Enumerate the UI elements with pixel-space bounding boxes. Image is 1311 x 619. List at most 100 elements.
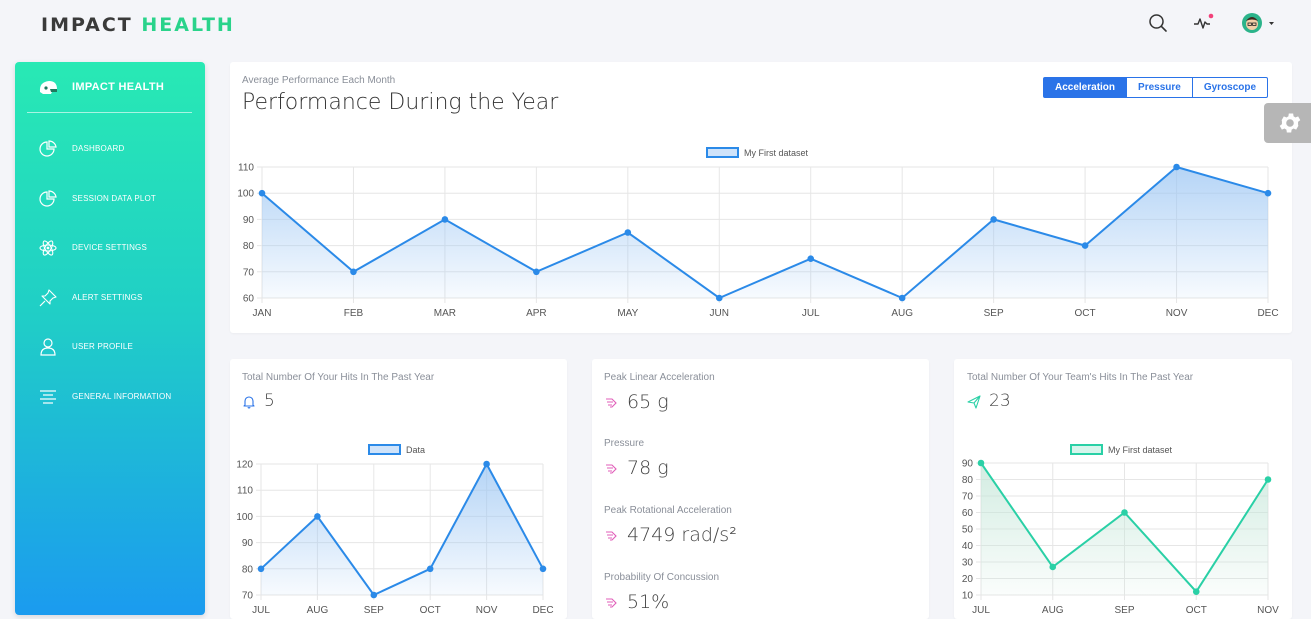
data-point	[807, 255, 815, 262]
sidebar-item-alert-settings[interactable]: ALERT SETTINGS	[15, 283, 205, 313]
data-point	[1121, 509, 1128, 516]
chart-legend[interactable]: My First dataset	[706, 147, 808, 158]
top-bar: IMPACT HEALTH	[0, 0, 1311, 50]
hits-label: Total Number Of Your Hits In The Past Ye…	[242, 372, 435, 383]
sidebar-item-label: ALERT SETTINGS	[72, 293, 143, 302]
y-tick-label: 100	[236, 512, 253, 523]
search-icon[interactable]	[1147, 12, 1169, 34]
series-area	[261, 464, 543, 595]
sidebar-item-device-settings[interactable]: DEVICE SETTINGS	[15, 233, 205, 263]
x-tick-label: JAN	[253, 308, 272, 319]
series-area	[981, 463, 1268, 595]
data-point	[539, 565, 547, 573]
sidebar-item-session-data-plot[interactable]: SESSION DATA PLOT	[15, 184, 205, 214]
user-avatar-menu[interactable]	[1240, 12, 1276, 34]
x-tick-label: OCT	[420, 605, 441, 616]
y-tick-label: 90	[243, 215, 255, 226]
pie-chart-icon	[39, 190, 57, 207]
peak-rotational-value: 4749 rad/s²	[627, 524, 737, 546]
pressure-label: Pressure	[604, 438, 645, 449]
x-tick-label: OCT	[1186, 605, 1207, 616]
x-tick-label: SEP	[984, 308, 1004, 319]
chart-legend[interactable]: My First dataset	[1070, 444, 1172, 455]
brand-part-2: HEALTH	[141, 14, 235, 36]
y-tick-label: 40	[962, 541, 974, 552]
sidebar-header[interactable]: IMPACT HEALTH	[15, 62, 205, 114]
y-tick-label: 80	[962, 475, 974, 486]
sidebar-item-general-information[interactable]: GENERAL INFORMATION	[15, 382, 205, 412]
chart-legend[interactable]: Data	[368, 444, 425, 455]
x-tick-label: NOV	[1166, 308, 1188, 319]
brand-logo[interactable]: IMPACT HEALTH	[41, 14, 235, 36]
y-tick-label: 100	[237, 189, 254, 200]
x-tick-label: NOV	[1257, 605, 1279, 616]
helmet-logo-icon	[39, 81, 57, 94]
x-tick-label: APR	[526, 308, 547, 319]
y-tick-label: 110	[238, 163, 254, 174]
series-line	[261, 165, 1269, 300]
performance-title: Performance During the Year	[242, 90, 559, 115]
data-point	[257, 565, 265, 573]
x-tick-label: MAR	[434, 308, 456, 319]
sidebar-item-dashboard[interactable]: DASHBOARD	[15, 134, 205, 164]
legend-label: My First dataset	[1108, 444, 1173, 455]
data-point	[898, 294, 906, 302]
x-tick-label: FEB	[344, 308, 364, 319]
performance-line-chart: 60 70 80 90 100 110 JAN FEB MAR APR MAY JUN JUL AUG SE…	[237, 163, 1278, 320]
x-tick-label: JUL	[252, 605, 270, 616]
y-tick-label: 10	[962, 591, 974, 602]
speed-icon	[606, 464, 617, 474]
data-point	[258, 189, 266, 197]
concussion-label: Probability Of Concussion	[604, 572, 720, 583]
y-tick-label: 50	[962, 525, 974, 536]
legend-swatch	[706, 147, 739, 158]
pie-chart-icon	[39, 140, 57, 157]
y-tick-label: 80	[242, 564, 254, 575]
y-tick-label: 90	[962, 459, 974, 470]
peak-linear-label: Peak Linear Acceleration	[604, 372, 715, 383]
y-tick-label: 90	[242, 538, 254, 549]
data-point	[533, 268, 540, 276]
speed-icon	[606, 531, 617, 541]
settings-button[interactable]	[1264, 103, 1311, 143]
team-hits-line-chart: 10 20 30 40 50 60 70 80 90 JUL AUG SEP OCT NOV	[962, 459, 1279, 617]
speed-icon	[606, 598, 617, 608]
sidebar-item-label: GENERAL INFORMATION	[72, 392, 172, 401]
y-tick-label: 70	[243, 267, 255, 278]
series-line	[260, 461, 544, 597]
data-point	[990, 216, 997, 223]
x-tick-label: SEP	[364, 605, 384, 616]
data-point	[1264, 189, 1272, 197]
brand-part-1: IMPACT	[41, 14, 133, 36]
legend-label: Data	[406, 444, 426, 455]
team-hits-value: 23	[989, 391, 1011, 411]
send-icon	[967, 395, 981, 409]
data-point	[350, 268, 357, 276]
x-tick-label: NOV	[476, 605, 498, 616]
tab-pressure[interactable]: Pressure	[1126, 77, 1193, 98]
team-hits-card: Total Number Of Your Team's Hits In The …	[954, 359, 1292, 619]
legend-swatch	[1070, 444, 1103, 455]
series-area	[262, 167, 1268, 298]
data-point	[1192, 588, 1200, 595]
tab-gyroscope[interactable]: Gyroscope	[1191, 77, 1269, 98]
x-tick-label: JUL	[802, 308, 820, 319]
performance-subtitle: Average Performance Each Month	[242, 75, 396, 86]
metric-tabs: Acceleration Pressure Gyroscope	[1043, 77, 1269, 98]
data-point	[624, 229, 632, 236]
bell-icon	[243, 396, 255, 409]
user-icon	[40, 338, 56, 356]
notification-dot	[1208, 13, 1214, 19]
data-point	[715, 294, 723, 302]
sidebar-title: IMPACT HEALTH	[72, 81, 165, 93]
sidebar-item-user-profile[interactable]: USER PROFILE	[15, 332, 205, 362]
x-tick-label: OCT	[1075, 308, 1096, 319]
x-tick-label: AUG	[1042, 605, 1064, 616]
y-tick-label: 30	[962, 558, 974, 569]
activity-icon[interactable]	[1192, 12, 1214, 34]
x-tick-label: AUG	[891, 308, 913, 319]
data-point	[370, 591, 378, 599]
tab-acceleration[interactable]: Acceleration	[1043, 77, 1128, 98]
concussion-value: 51%	[627, 591, 670, 613]
legend-swatch	[368, 444, 401, 455]
